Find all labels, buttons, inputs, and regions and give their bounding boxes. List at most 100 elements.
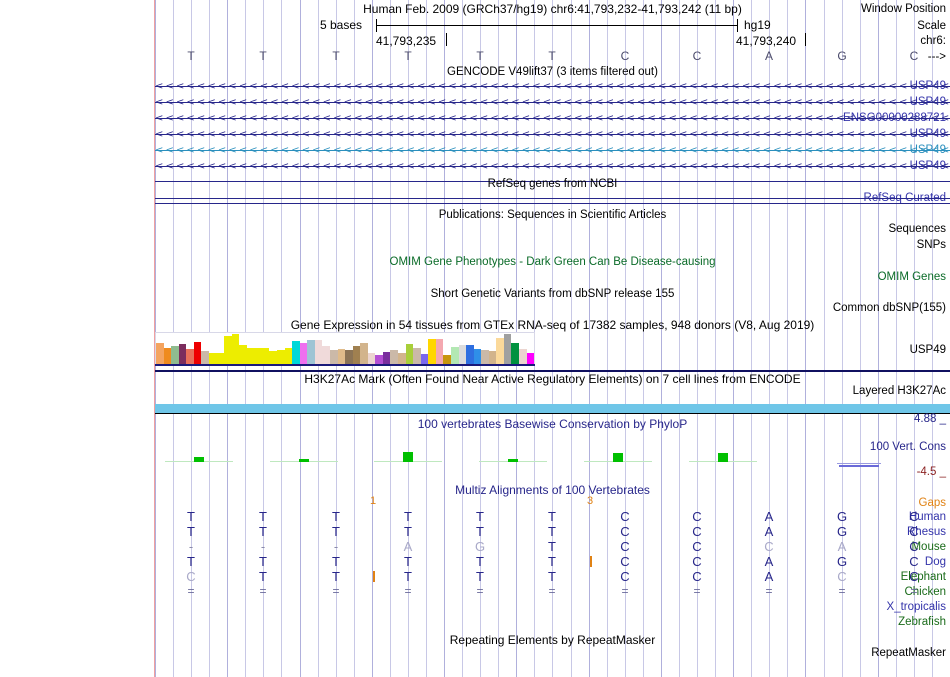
scale-tick-right: [737, 19, 738, 32]
alignment-base: T: [187, 554, 195, 569]
gtex-expression-chart[interactable]: [155, 332, 535, 366]
alignment-base: A: [403, 539, 413, 554]
gtex-tissue-bar: [352, 346, 361, 365]
dbsnp-label[interactable]: Common dbSNP(155): [832, 302, 946, 314]
conservation-plot[interactable]: [155, 416, 950, 478]
gtex-tissue-bar: [458, 345, 467, 365]
conservation-label[interactable]: 100 Vert. Cons: [869, 441, 946, 453]
gene-direction-arrows: <<<<<<<<<<<<<<<<<<<<<<<<<<<<<<<<<<<<<<<<…: [155, 81, 950, 92]
gtex-tissue-bar: [360, 343, 368, 365]
gencode-gene-row[interactable]: <<<<<<<<<<<<<<<<<<<<<<<<<<<<<<<<<<<<<<<<…: [155, 113, 950, 124]
alignment-base: T: [259, 569, 267, 584]
gtex-tissue-bar: [398, 353, 406, 365]
gtex-tissue-bar: [224, 336, 232, 365]
species-label[interactable]: Elephant: [900, 571, 946, 583]
species-label[interactable]: X_tropicalis: [886, 601, 946, 613]
omim-genes-label[interactable]: OMIM Genes: [877, 271, 946, 283]
species-label[interactable]: Chicken: [904, 586, 946, 598]
gap-insert-bar: [373, 571, 375, 582]
gtex-tissue-bar: [269, 351, 277, 365]
repeatmasker-label[interactable]: RepeatMasker: [871, 647, 946, 659]
gencode-gene-row[interactable]: <<<<<<<<<<<<<<<<<<<<<<<<<<<<<<<<<<<<<<<<…: [155, 97, 950, 108]
gtex-tissue-bar: [345, 350, 353, 365]
gtex-tissue-bar: [519, 349, 527, 365]
species-label[interactable]: Dog: [924, 556, 946, 568]
gene-direction-arrows: <<<<<<<<<<<<<<<<<<<<<<<<<<<<<<<<<<<<<<<<…: [155, 129, 950, 140]
gencode-gene-row[interactable]: <<<<<<<<<<<<<<<<<<<<<<<<<<<<<<<<<<<<<<<<…: [155, 129, 950, 140]
position-tick-mark-2: [805, 33, 806, 46]
alignment-base: T: [259, 554, 267, 569]
gaps-label[interactable]: Gaps: [918, 497, 947, 509]
sequences-label[interactable]: Sequences: [888, 223, 946, 235]
ruler-base: T: [187, 49, 195, 63]
alignment-base: G: [836, 509, 848, 524]
multiz-title-text: Multiz Alignments of 100 Vertebrates: [455, 483, 650, 497]
alignment-base: T: [187, 524, 195, 539]
species-label[interactable]: Zebrafish: [898, 616, 946, 628]
species-label[interactable]: Mouse: [911, 541, 946, 553]
alignment-base: C: [909, 554, 919, 569]
position-tick-label-2: 41,793,240: [736, 34, 797, 48]
gtex-bars: [156, 333, 535, 365]
alignment-base: T: [404, 509, 412, 524]
gtex-tissue-bar: [178, 344, 187, 365]
gtex-tissue-bar: [526, 353, 535, 365]
gencode-gene-row[interactable]: <<<<<<<<<<<<<<<<<<<<<<<<<<<<<<<<<<<<<<<<…: [155, 161, 950, 172]
repeatmasker-track-title: Repeating Elements by RepeatMasker: [449, 633, 656, 647]
snps-label[interactable]: SNPs: [916, 239, 946, 251]
alignment-base: T: [332, 509, 340, 524]
alignment-base: C: [909, 539, 919, 554]
gtex-tissue-bar: [511, 343, 519, 365]
gtex-tissue-bar: [163, 348, 172, 365]
scale-bar-text: 5 bases: [320, 18, 363, 32]
alignment-base: A: [764, 569, 774, 584]
refseq-separator: [155, 181, 950, 182]
refseq-track-title: RefSeq genes from NCBI: [487, 178, 618, 190]
gencode-gene-row[interactable]: <<<<<<<<<<<<<<<<<<<<<<<<<<<<<<<<<<<<<<<<…: [155, 145, 950, 156]
window-position-label: Window Position: [860, 3, 946, 15]
gene-strand-line: [155, 118, 950, 119]
gtex-tissue-bar: [367, 353, 376, 365]
alignment-base: C: [620, 524, 630, 539]
alignment-base: T: [259, 509, 267, 524]
conservation-track-title: 100 vertebrates Basewise Conservation by…: [417, 417, 688, 431]
species-label[interactable]: Human: [908, 511, 946, 523]
species-label[interactable]: Rhesus: [907, 526, 946, 538]
gtex-tissue-bar: [307, 340, 315, 365]
gtex-tissue-bar: [186, 349, 194, 365]
alignment-base: =: [548, 584, 556, 598]
conservation-bar: [403, 452, 413, 462]
h3k27ac-signal-band[interactable]: [155, 404, 950, 413]
alignment-base: C: [837, 569, 847, 584]
refseq-gene-line[interactable]: [155, 198, 950, 199]
gencode-gene-row[interactable]: <<<<<<<<<<<<<<<<<<<<<<<<<<<<<<<<<<<<<<<<…: [155, 81, 950, 92]
alignment-row[interactable]: = = = = = = = = = = =: [155, 584, 950, 599]
alignment-base: T: [404, 569, 412, 584]
alignment-base: C: [692, 509, 702, 524]
gtex-gene-label[interactable]: USP49: [909, 344, 946, 356]
h3k27ac-label[interactable]: Layered H3K27Ac: [852, 385, 946, 397]
alignment-base: T: [332, 569, 340, 584]
gtex-tissue-bar: [405, 344, 414, 365]
ruler-base: T: [332, 49, 340, 63]
gtex-tissue-bar: [420, 354, 429, 365]
gene-direction-arrows: <<<<<<<<<<<<<<<<<<<<<<<<<<<<<<<<<<<<<<<<…: [155, 145, 950, 156]
conservation-bar: [194, 457, 204, 462]
conservation-bar: [508, 459, 518, 462]
alignment-base: T: [404, 524, 412, 539]
alignment-base: =: [621, 584, 629, 598]
alignment-base: -: [333, 539, 339, 554]
gencode-track-title: GENCODE V49lift37 (3 items filtered out): [447, 66, 658, 78]
alignment-base: C: [764, 539, 774, 554]
gtex-tissue-bar: [375, 355, 383, 365]
alignment-base: =: [910, 584, 918, 598]
gtex-tissue-bar: [473, 349, 482, 365]
gtex-tissue-bar: [231, 334, 240, 365]
